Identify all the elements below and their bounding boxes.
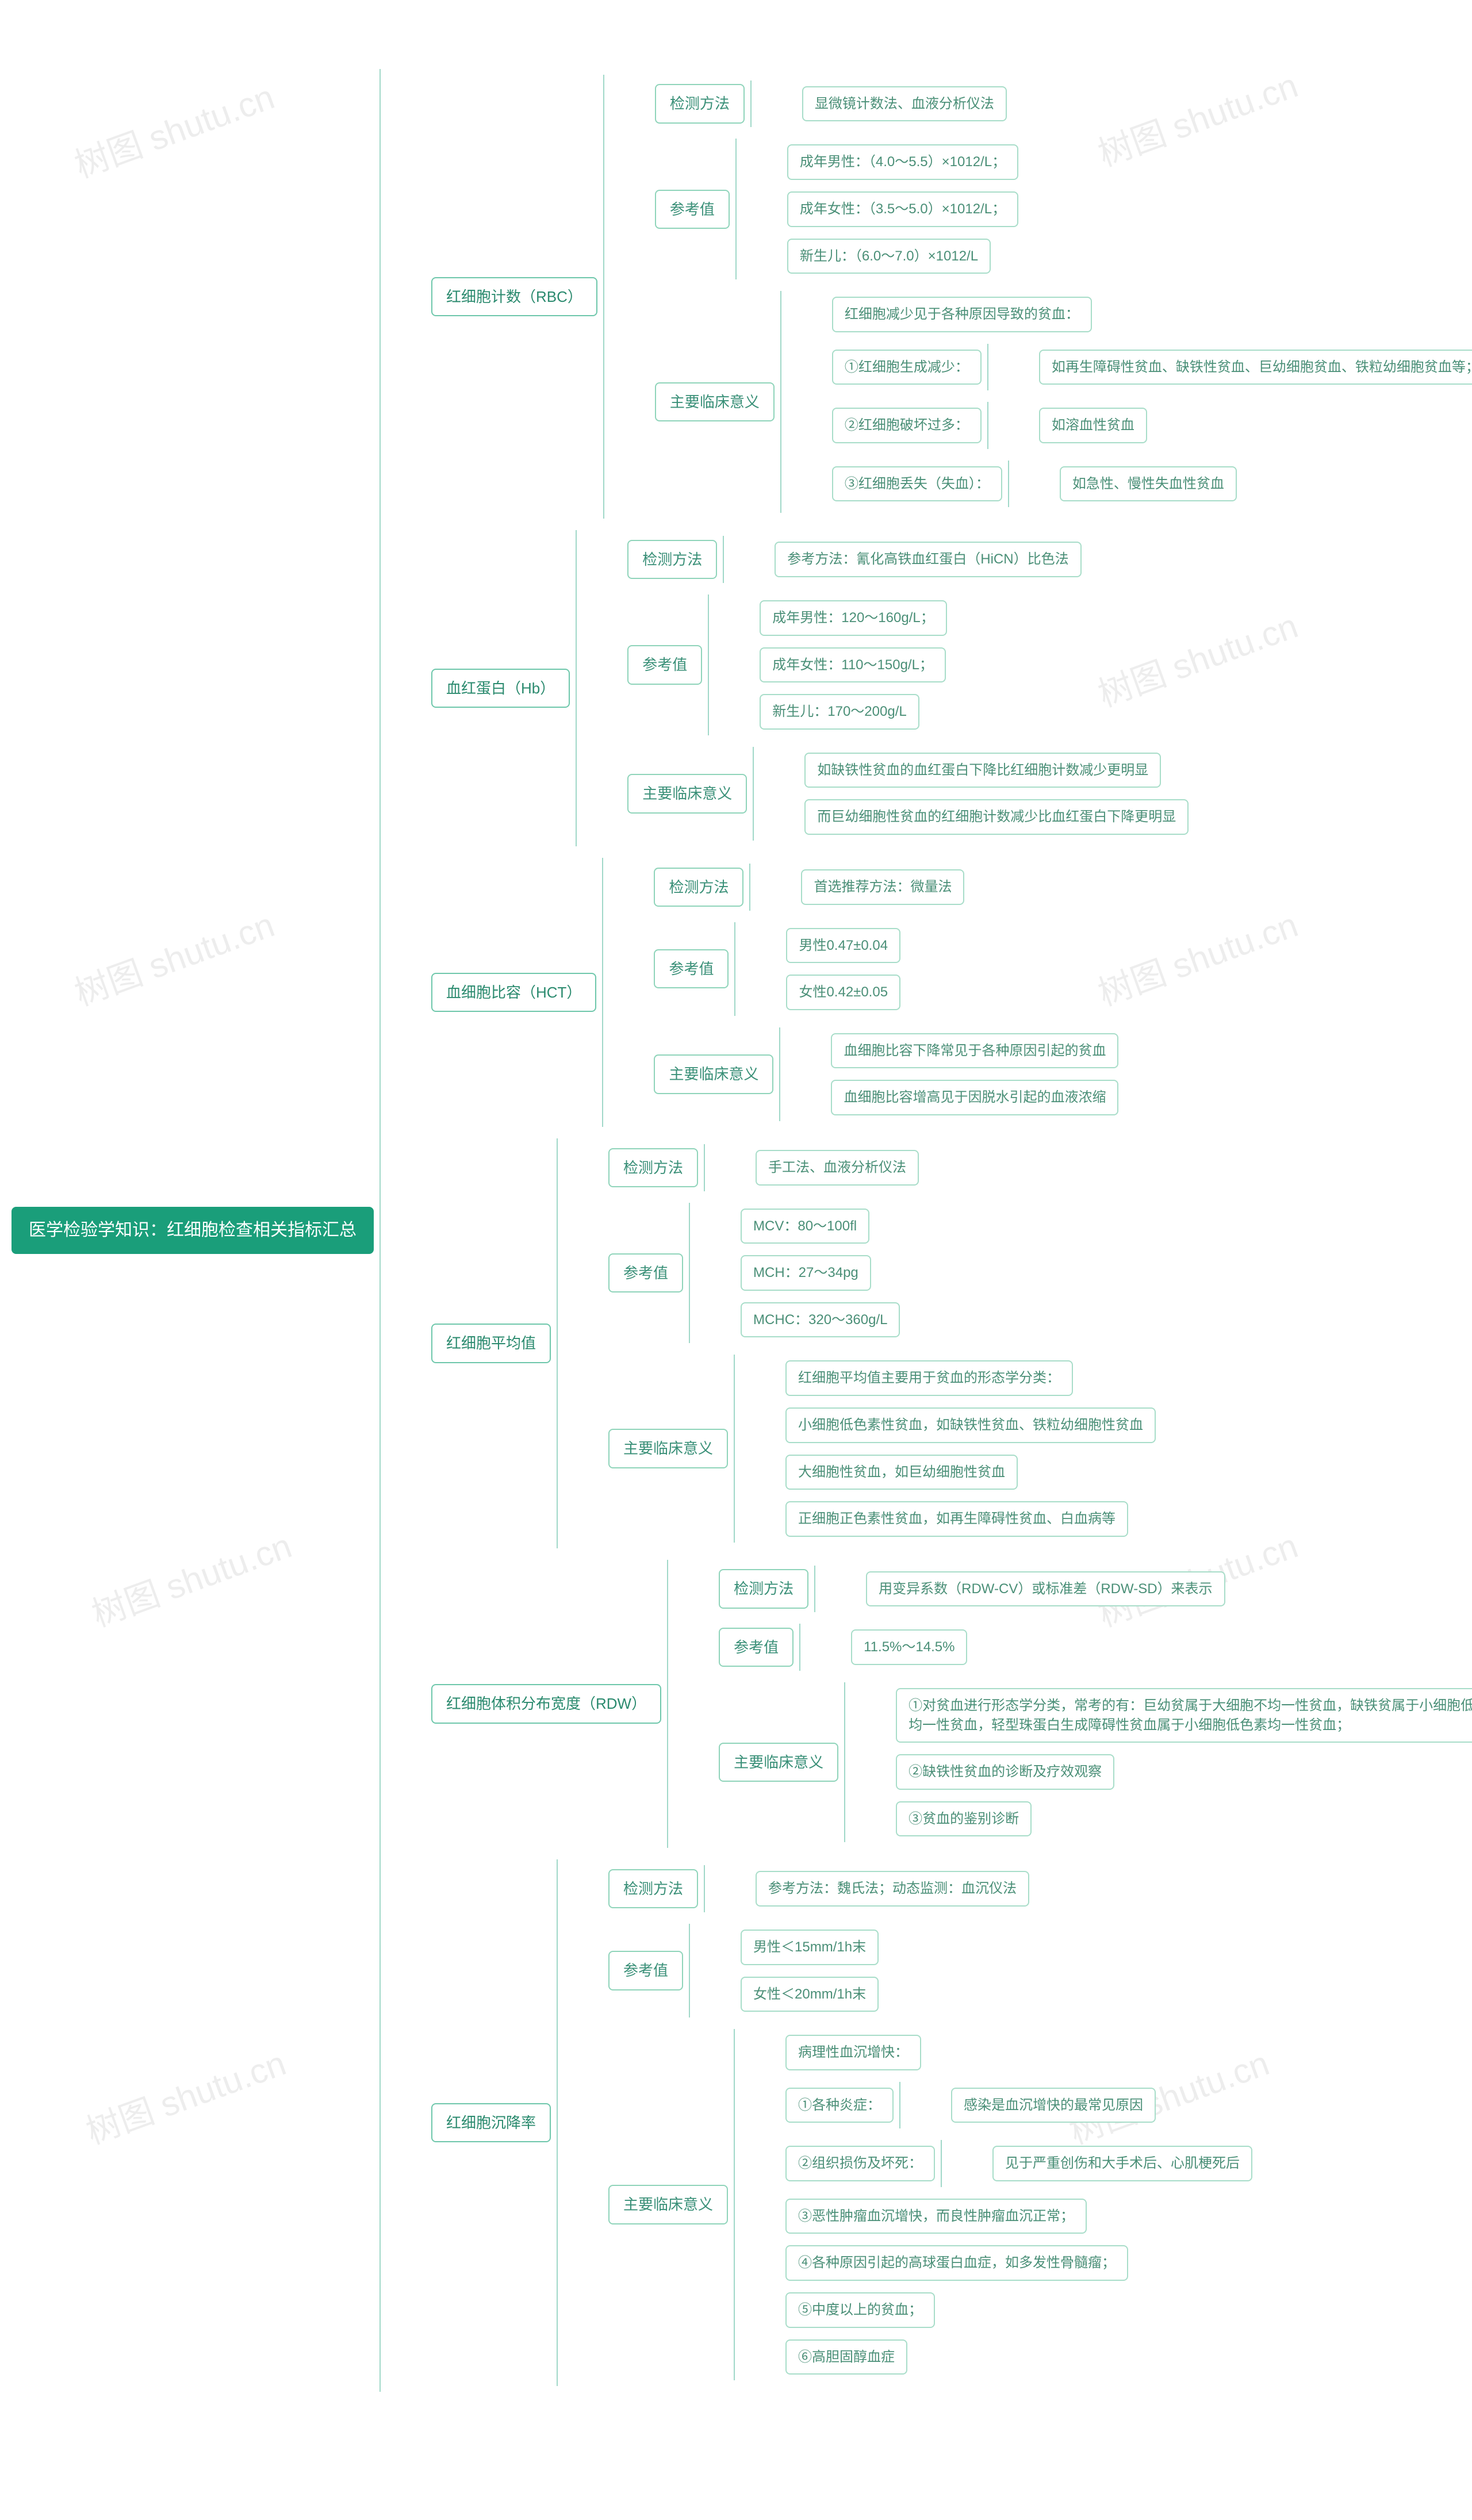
leaf-node: 而巨幼细胞性贫血的红细胞计数减少比血红蛋白下降更明显: [804, 799, 1189, 835]
sub-node: 主要临床意义: [627, 774, 747, 813]
branch-node-avg: 红细胞平均值: [431, 1324, 551, 1363]
leaf-node: ⑤中度以上的贫血；: [785, 2292, 935, 2328]
leaf-node: ①红细胞生成减少：: [832, 350, 982, 385]
leaf-node: 红细胞减少见于各种原因导致的贫血：: [832, 297, 1092, 332]
leaf-node: 红细胞平均值主要用于贫血的形态学分类：: [785, 1360, 1073, 1396]
sub-node: 参考值: [654, 949, 729, 988]
leaf-node: 男性0.47±0.04: [786, 928, 900, 964]
sub-node: 检测方法: [719, 1569, 808, 1608]
leaf-node: 血细胞比容增高见于因脱水引起的血液浓缩: [831, 1080, 1118, 1115]
branch-item: 血细胞比容（HCT） 检测方法 首选推荐方法：微量法 参考值 男性0.47±0.…: [431, 852, 1472, 1133]
leaf-node: 用变异系数（RDW-CV）或标准差（RDW-SD）来表示: [866, 1571, 1225, 1607]
sub-node: 主要临床意义: [608, 1429, 728, 1468]
branch-node-hb: 血红蛋白（Hb）: [431, 669, 570, 708]
leaf-node: ②组织损伤及坏死：: [785, 2146, 935, 2181]
leaf-node: ②缺铁性贫血的诊断及疗效观察: [896, 1754, 1114, 1790]
leaf-node: ⑥高胆固醇血症: [785, 2339, 907, 2375]
leaf-node: 如急性、慢性失血性贫血: [1060, 466, 1237, 502]
mindmap-container: 医学检验学知识：红细胞检查相关指标汇总 红细胞计数（RBC） 检测方法 显微镜计…: [12, 23, 1460, 2438]
sub-node: 检测方法: [627, 540, 717, 579]
branch-item: 红细胞沉降率 检测方法 参考方法：魏氏法；动态监测：血沉仪法 参考值 男性＜15…: [431, 1854, 1472, 2392]
leaf-node: ①各种炎症：: [785, 2088, 894, 2123]
sub-node: 参考值: [627, 645, 702, 684]
leaf-node: 男性＜15mm/1h末: [741, 1930, 879, 1965]
leaf-node: ③贫血的鉴别诊断: [896, 1801, 1032, 1837]
leaf-node: 如再生障碍性贫血、缺铁性贫血、巨幼细胞贫血、铁粒幼细胞贫血等；: [1039, 350, 1472, 385]
level1-list: 红细胞计数（RBC） 检测方法 显微镜计数法、血液分析仪法 参考值 成年男性：（…: [379, 69, 1472, 2392]
leaf-node: ②红细胞破坏过多：: [832, 408, 982, 443]
leaf-node: 显微镜计数法、血液分析仪法: [802, 86, 1007, 122]
sub-node: 主要临床意义: [719, 1743, 838, 1782]
leaf-node: ③红细胞丢失（失血）：: [832, 466, 1002, 502]
sub-node: 参考值: [655, 190, 730, 229]
leaf-node: 正细胞正色素性贫血，如再生障碍性贫血、白血病等: [785, 1501, 1128, 1537]
leaf-node: ③恶性肿瘤血沉增快，而良性肿瘤血沉正常；: [785, 2199, 1087, 2234]
branch-item: 红细胞平均值 检测方法 手工法、血液分析仪法 参考值 MCV：80～100fl …: [431, 1133, 1472, 1554]
leaf-node: 首选推荐方法：微量法: [801, 869, 964, 905]
leaf-node: 11.5%～14.5%: [851, 1629, 967, 1665]
leaf-node: 女性0.42±0.05: [786, 975, 900, 1010]
root-node: 医学检验学知识：红细胞检查相关指标汇总: [12, 1207, 374, 1254]
leaf-node: 病理性血沉增快：: [785, 2035, 921, 2070]
leaf-node: 成年女性：（3.5～5.0）×1012/L；: [787, 191, 1018, 227]
sub-node: 主要临床意义: [654, 1054, 773, 1094]
branch-item: 红细胞体积分布宽度（RDW） 检测方法 用变异系数（RDW-CV）或标准差（RD…: [431, 1554, 1472, 1854]
sub-node: 检测方法: [608, 1148, 698, 1187]
leaf-node: MCV：80～100fl: [741, 1209, 869, 1244]
leaf-node: 女性＜20mm/1h末: [741, 1977, 879, 2012]
sub-node: 主要临床意义: [655, 382, 775, 421]
sub-node: 参考值: [719, 1628, 793, 1667]
sub-node: 检测方法: [655, 84, 745, 123]
sub-node: 参考值: [608, 1951, 683, 1990]
leaf-node: 新生儿：170～200g/L: [760, 694, 919, 730]
branch-item: 血红蛋白（Hb） 检测方法 参考方法：氰化高铁血红蛋白（HiCN）比色法 参考值…: [431, 524, 1472, 852]
sub-node: 检测方法: [654, 868, 743, 907]
leaf-node: 血细胞比容下降常见于各种原因引起的贫血: [831, 1033, 1118, 1069]
leaf-node: ①对贫血进行形态学分类，常考的有：巨幼贫属于大细胞不均一性贫血，缺铁贫属于小细胞…: [896, 1688, 1472, 1743]
tree-root-list: 医学检验学知识：红细胞检查相关指标汇总 红细胞计数（RBC） 检测方法 显微镜计…: [12, 63, 1472, 2398]
leaf-node: 如溶血性贫血: [1039, 408, 1147, 443]
leaf-node: 成年男性：（4.0～5.5）×1012/L；: [787, 144, 1018, 180]
leaf-node: ④各种原因引起的高球蛋白血症，如多发性骨髓瘤；: [785, 2245, 1128, 2281]
leaf-node: 成年男性：120～160g/L；: [760, 600, 946, 636]
leaf-node: 大细胞性贫血，如巨幼细胞性贫血: [785, 1455, 1018, 1490]
leaf-node: 参考方法：氰化高铁血红蛋白（HiCN）比色法: [775, 542, 1081, 577]
leaf-node: 感染是血沉增快的最常见原因: [951, 2088, 1156, 2123]
sub-node: 参考值: [608, 1253, 683, 1292]
sub-node: 检测方法: [608, 1869, 698, 1908]
leaf-node: 如缺铁性贫血的血红蛋白下降比红细胞计数减少更明显: [804, 753, 1161, 788]
leaf-node: 新生儿：（6.0～7.0）×1012/L: [787, 239, 991, 274]
leaf-node: 成年女性：110～150g/L；: [760, 647, 946, 683]
leaf-node: 参考方法：魏氏法；动态监测：血沉仪法: [756, 1871, 1029, 1907]
branch-item: 红细胞计数（RBC） 检测方法 显微镜计数法、血液分析仪法 参考值 成年男性：（…: [431, 69, 1472, 525]
branch-node-esr: 红细胞沉降率: [431, 2103, 551, 2142]
branch-node-rdw: 红细胞体积分布宽度（RDW）: [431, 1684, 661, 1723]
branch-node-hct: 血细胞比容（HCT）: [431, 973, 596, 1012]
leaf-node: MCHC：320～360g/L: [741, 1302, 900, 1338]
leaf-node: 小细胞低色素性贫血，如缺铁性贫血、铁粒幼细胞性贫血: [785, 1407, 1156, 1443]
leaf-node: MCH：27～34pg: [741, 1255, 871, 1291]
leaf-node: 手工法、血液分析仪法: [756, 1150, 919, 1186]
branch-node-rbc: 红细胞计数（RBC）: [431, 277, 597, 316]
sub-node: 主要临床意义: [608, 2185, 728, 2224]
leaf-node: 见于严重创伤和大手术后、心肌梗死后: [992, 2146, 1252, 2181]
